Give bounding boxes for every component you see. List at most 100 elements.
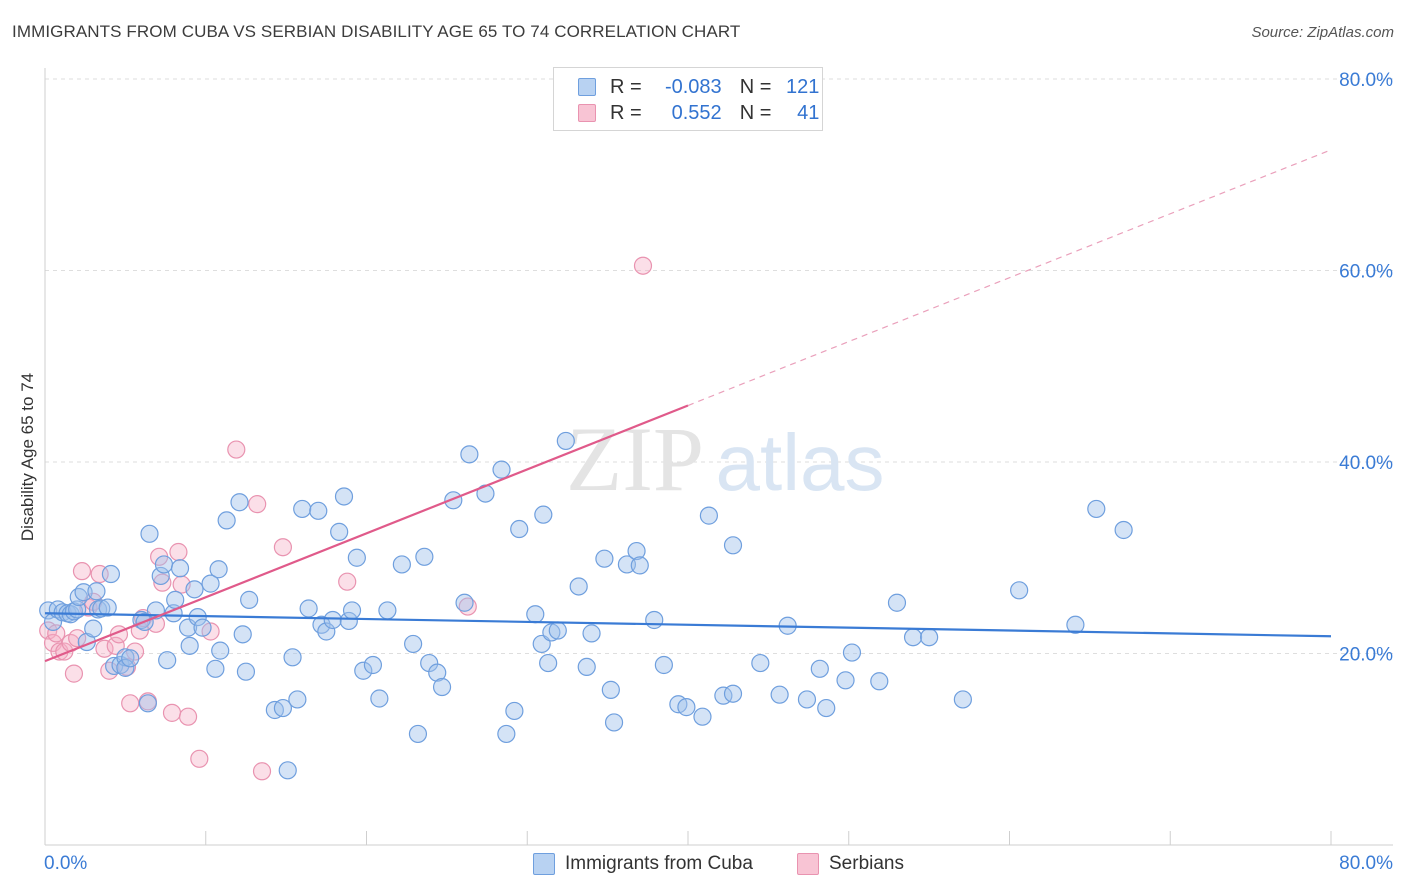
y-tick-label: 20.0%	[1339, 645, 1393, 666]
point-cuba	[699, 506, 718, 525]
bottom-legend-label-cuba: Immigrants from Cuba	[565, 853, 753, 874]
point-cuba	[723, 536, 743, 555]
point-cuba	[408, 724, 428, 744]
bottom-legend-serbians: Serbians	[797, 850, 904, 878]
legend-n-label: N =	[739, 101, 772, 124]
point-cuba	[347, 548, 366, 567]
point-cuba	[404, 634, 423, 654]
point-cuba	[751, 653, 770, 673]
point-cuba	[217, 511, 236, 530]
point-cuba	[723, 684, 743, 703]
y-axis-label: Disability Age 65 to 74	[18, 373, 37, 541]
point-cuba	[415, 547, 434, 566]
point-cuba	[98, 598, 117, 617]
point-cuba	[180, 636, 199, 655]
point-cuba	[539, 653, 558, 673]
bottom-legend-cuba: Immigrants from Cuba	[533, 850, 753, 878]
point-cuba	[206, 659, 225, 678]
point-cuba	[39, 601, 58, 620]
point-cuba	[920, 628, 939, 647]
point-cuba	[370, 689, 389, 708]
point-cuba	[797, 690, 817, 709]
x-tick-label: 0.0%	[44, 853, 87, 874]
point-cuba	[569, 577, 588, 596]
point-cuba	[645, 610, 664, 630]
point-serbian	[121, 694, 140, 713]
watermark-zip: ZIP	[566, 408, 704, 510]
point-cuba	[492, 460, 511, 479]
correlation-legend: R = -0.083 N = 121 R = 0.552 N = 41	[553, 67, 823, 131]
legend-n-value-cuba: 121	[786, 75, 820, 98]
point-cuba	[170, 559, 190, 578]
point-cuba	[630, 556, 649, 575]
point-cuba	[317, 622, 336, 641]
trend-line-serbians-extension	[687, 149, 1332, 407]
legend-r-value-serbians: 0.552	[671, 101, 722, 124]
tick-labels: 20.0% 40.0% 60.0% 80.0% 0.0% 80.0%	[44, 70, 1393, 874]
y-tick-label: 40.0%	[1339, 453, 1393, 474]
legend-swatch-cuba	[578, 78, 596, 96]
point-cuba	[601, 680, 620, 699]
point-cuba	[354, 661, 373, 680]
point-cuba	[158, 651, 177, 670]
point-cuba	[460, 445, 479, 464]
point-serbian	[178, 707, 198, 726]
point-cuba	[378, 601, 397, 620]
point-cuba	[342, 601, 362, 620]
point-cuba	[526, 605, 545, 624]
point-cuba	[138, 694, 157, 713]
point-cuba	[116, 658, 135, 677]
point-cuba	[323, 610, 342, 630]
point-cuba	[334, 487, 354, 506]
point-cuba	[903, 628, 923, 647]
watermark-atlas: atlas	[716, 418, 885, 507]
axes	[44, 68, 1393, 846]
point-cuba	[140, 524, 159, 543]
point-cuba	[151, 566, 170, 586]
legend-n-value-serbians: 41	[797, 101, 820, 124]
point-cuba	[1087, 499, 1106, 519]
point-cuba	[193, 618, 212, 637]
point-cuba	[166, 590, 185, 609]
y-tick-label: 60.0%	[1339, 262, 1393, 283]
trend-lines	[44, 149, 1332, 663]
point-cuba	[92, 599, 111, 618]
point-cuba	[392, 555, 411, 574]
legend-swatch-serbians	[578, 104, 596, 122]
point-cuba	[283, 648, 302, 667]
point-cuba	[577, 657, 596, 677]
point-serbian	[64, 664, 84, 683]
point-cuba	[870, 672, 889, 691]
point-cuba	[84, 619, 103, 638]
trend-line-cuba	[44, 612, 1332, 638]
point-cuba	[1066, 615, 1085, 634]
point-serbian	[190, 749, 209, 768]
point-cuba	[953, 690, 972, 709]
point-cuba	[293, 499, 312, 519]
point-cuba	[534, 505, 553, 524]
point-cuba	[627, 541, 646, 561]
series-cuba-points	[39, 431, 1133, 780]
point-cuba	[510, 519, 529, 539]
source-label: Source: ZipAtlas.com	[1251, 24, 1394, 41]
point-cuba	[330, 522, 349, 541]
point-serbian	[47, 624, 66, 643]
legend-row-serbians: R = 0.552 N = 41	[578, 101, 819, 125]
point-serbian	[338, 572, 357, 591]
x-tick-label: 80.0%	[1339, 853, 1393, 874]
bottom-legend-swatch-serbians	[797, 853, 819, 875]
point-cuba	[240, 590, 259, 609]
point-cuba	[497, 724, 516, 744]
gridlines	[45, 78, 1393, 654]
point-cuba	[236, 662, 256, 681]
point-cuba	[582, 624, 601, 643]
point-cuba	[101, 564, 121, 584]
point-serbian	[72, 562, 92, 581]
point-cuba	[693, 707, 712, 726]
point-cuba	[74, 583, 93, 602]
point-cuba	[233, 625, 252, 644]
point-cuba	[836, 671, 855, 690]
point-cuba	[1114, 520, 1133, 540]
point-cuba	[428, 663, 447, 682]
